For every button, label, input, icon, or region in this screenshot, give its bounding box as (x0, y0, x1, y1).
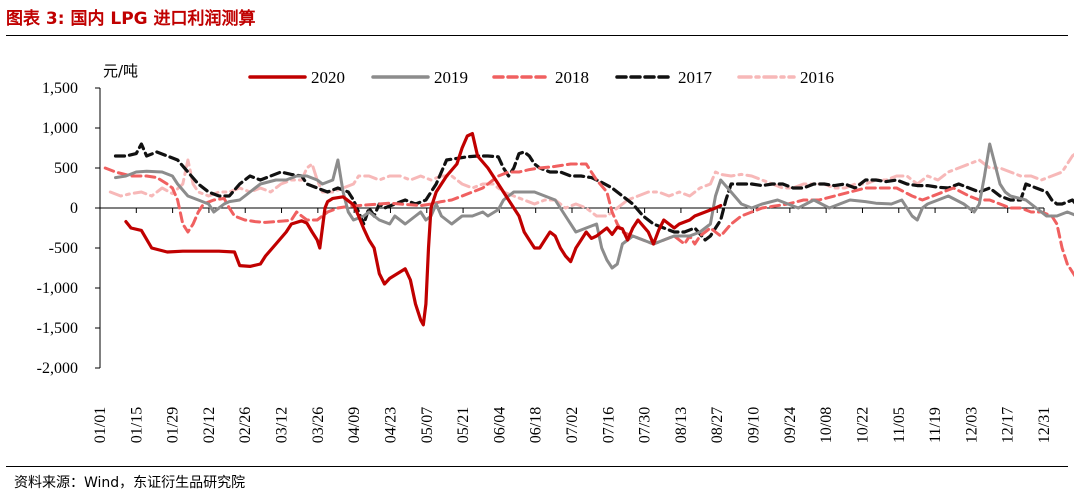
x-tick-label: 04/09 (346, 407, 363, 443)
x-tick-label: 04/23 (382, 407, 399, 443)
series-line-2018 (103, 162, 1074, 278)
x-tick-label: 10/08 (818, 407, 835, 443)
y-unit-label: 元/吨 (103, 62, 138, 80)
figure-title: 图表 3: 国内 LPG 进口利润测算 (6, 9, 256, 29)
x-tick-label: 10/22 (854, 407, 871, 443)
legend-label-2018: 2018 (555, 68, 589, 87)
x-tick-label: 07/16 (600, 407, 617, 443)
x-tick-label: 11/05 (891, 407, 908, 443)
source-note: 资料来源：Wind，东证衍生品研究院 (14, 475, 246, 491)
x-axis: 01/01 01/15 01/29 02/12 02/26 03/12 03/26 04/09… (92, 207, 1053, 443)
y-tick-label: 1,000 (42, 120, 78, 137)
x-tick-label: 08/13 (673, 407, 690, 443)
x-tick-label: 01/01 (92, 407, 109, 443)
source-rule (6, 466, 1068, 467)
legend-label-2020: 2020 (311, 68, 345, 87)
x-tick-label: 09/10 (746, 407, 763, 443)
y-tick-label: 1,500 (42, 80, 78, 97)
x-tick-label: 01/29 (165, 407, 182, 443)
series-line-2017 (113, 142, 1074, 242)
x-tick-label: 03/26 (310, 407, 327, 443)
series-line-2020 (124, 132, 723, 327)
y-tick-label: -1,000 (37, 280, 78, 297)
x-tick-label: 06/18 (528, 407, 545, 443)
x-tick-label: 01/15 (128, 407, 145, 443)
legend-label-2019: 2019 (434, 68, 468, 87)
y-tick-label: -500 (49, 240, 78, 257)
series-line-2019 (114, 142, 1074, 270)
y-tick-label: 0 (70, 200, 78, 217)
y-tick-label: 500 (54, 160, 78, 177)
x-tick-label: 03/12 (274, 407, 291, 443)
y-tick-label: -1,500 (37, 320, 78, 337)
x-tick-label: 11/19 (927, 407, 944, 443)
title-rule (6, 35, 1068, 36)
x-tick-label: 12/31 (1036, 407, 1053, 443)
x-tick-label: 12/03 (963, 407, 980, 443)
y-axis: 1,500 1,000 500 0 -500 -1,000 -1,500 -2,000 (37, 80, 101, 377)
y-tick-label: -2,000 (37, 360, 78, 377)
legend-label-2016: 2016 (800, 68, 834, 87)
legend: 2020 2019 2018 2017 2016 (248, 68, 834, 87)
x-tick-label: 05/07 (419, 407, 436, 443)
x-tick-label: 02/12 (201, 407, 218, 443)
x-tick-label: 09/24 (782, 407, 799, 443)
series-layer (103, 132, 1074, 327)
x-tick-label: 12/17 (1000, 407, 1017, 443)
series-line-2016 (108, 152, 1074, 218)
x-tick-label: 06/04 (491, 407, 508, 443)
x-tick-label: 08/27 (709, 407, 726, 443)
x-tick-label: 07/30 (637, 407, 654, 443)
x-tick-label: 07/02 (564, 407, 581, 443)
x-tick-label: 02/26 (237, 407, 254, 443)
legend-label-2017: 2017 (678, 68, 713, 87)
x-tick-label: 05/21 (455, 407, 472, 443)
